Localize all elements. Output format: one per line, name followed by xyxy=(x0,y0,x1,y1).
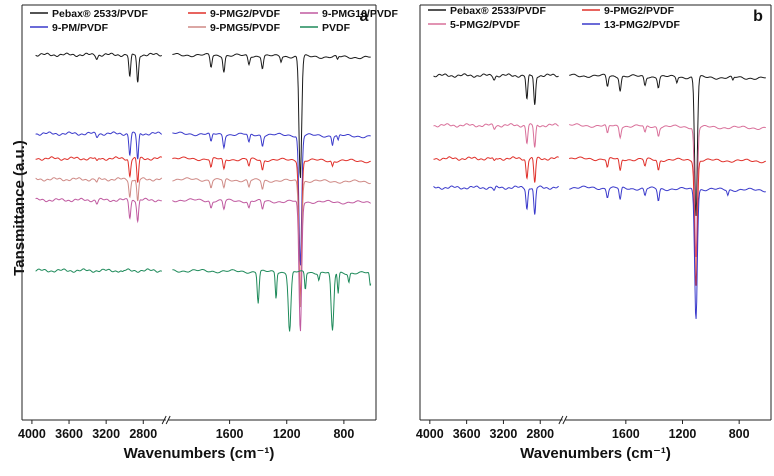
x-tick-label: 3600 xyxy=(453,427,481,441)
legend-label: 9-PM/PVDF xyxy=(52,22,109,34)
spectrum-line-pebax-2533-pvdf-right xyxy=(172,52,371,178)
spectrum-line-pebax-2533-pvdf-left xyxy=(433,73,559,105)
x-tick-label: 2800 xyxy=(526,427,554,441)
axis-break-mark xyxy=(165,415,171,425)
legend-label: Pebax® 2533/PVDF xyxy=(450,5,546,17)
spectrum-line-5-pmg2-pvdf-left xyxy=(433,123,559,148)
spectrum-line-9-pmg10-pvdf-right xyxy=(172,198,371,332)
spectrum-line-9-pmg10-pvdf-left xyxy=(35,197,162,224)
axis-break-mark xyxy=(558,415,564,425)
legend-label: 13-PMG2/PVDF xyxy=(604,19,680,31)
panel-label: b xyxy=(753,8,763,25)
legend-label: 5-PMG2/PVDF xyxy=(450,19,521,31)
spectrum-line-13-pmg2-pvdf-right xyxy=(569,185,766,319)
x-tick-label: 800 xyxy=(333,427,354,441)
axis-break-mark xyxy=(161,415,167,425)
x-tick-label: 1200 xyxy=(273,427,301,441)
x-tick-label: 1200 xyxy=(669,427,697,441)
spectrum-line-pvdf-left xyxy=(35,268,163,273)
spectrum-line-9-pmg2-pvdf-right xyxy=(569,156,766,286)
x-tick-label: 3600 xyxy=(55,427,83,441)
spectrum-line-pebax-2533-pvdf-left xyxy=(35,52,163,83)
x-tick-label: 2800 xyxy=(129,427,157,441)
x-axis-title: Wavenumbers (cm⁻¹) xyxy=(520,445,671,462)
spectrum-line-5-pmg2-pvdf-right xyxy=(569,123,766,258)
x-tick-label: 4000 xyxy=(416,427,444,441)
spectrum-line-13-pmg2-pvdf-left xyxy=(433,185,559,215)
x-tick-label: 1600 xyxy=(612,427,640,441)
legend-label: 9-PMG2/PVDF xyxy=(210,8,281,20)
spectrum-line-9-pmg2-pvdf-left xyxy=(433,156,559,183)
axis-break-mark xyxy=(562,415,568,425)
spectrum-line-9-pmg2-pvdf-right xyxy=(172,156,371,300)
legend-label: PVDF xyxy=(322,22,351,34)
spectrum-line-9-pmg5-pvdf-left xyxy=(35,177,163,202)
y-axis-title: Tansmittance (a.u.) xyxy=(11,140,28,276)
x-tick-label: 3200 xyxy=(92,427,120,441)
x-axis-title: Wavenumbers (cm⁻¹) xyxy=(124,445,275,462)
panel-label: a xyxy=(360,8,369,25)
spectrum-line-9-pmg5-pvdf-right xyxy=(172,177,371,308)
x-tick-label: 1600 xyxy=(216,427,244,441)
x-tick-label: 4000 xyxy=(18,427,46,441)
legend-label: Pebax® 2533/PVDF xyxy=(52,8,148,20)
legend-label: 9-PMG10/PVDF xyxy=(322,8,398,20)
spectrum-line-pebax-2533-pvdf-right xyxy=(569,73,766,216)
panel-a: 4000 3600 3200 2800 1600 1200 800 Wavenumbers (… xyxy=(18,4,398,462)
spectrum-line-pvdf-right xyxy=(172,269,372,332)
spectrum-line-9-pm-pvdf-right xyxy=(172,131,371,266)
legend-label: 9-PMG5/PVDF xyxy=(210,22,281,34)
x-tick-label: 3200 xyxy=(490,427,518,441)
panel-b: 4000 3600 3200 2800 1600 1200 800 Wavenumbers (… xyxy=(416,4,772,462)
legend-label: 9-PMG2/PVDF xyxy=(604,5,675,17)
spectrum-line-9-pm-pvdf-left xyxy=(35,131,162,160)
spectrum-line-9-pmg2-pvdf-left xyxy=(35,156,163,183)
x-tick-label: 800 xyxy=(729,427,750,441)
